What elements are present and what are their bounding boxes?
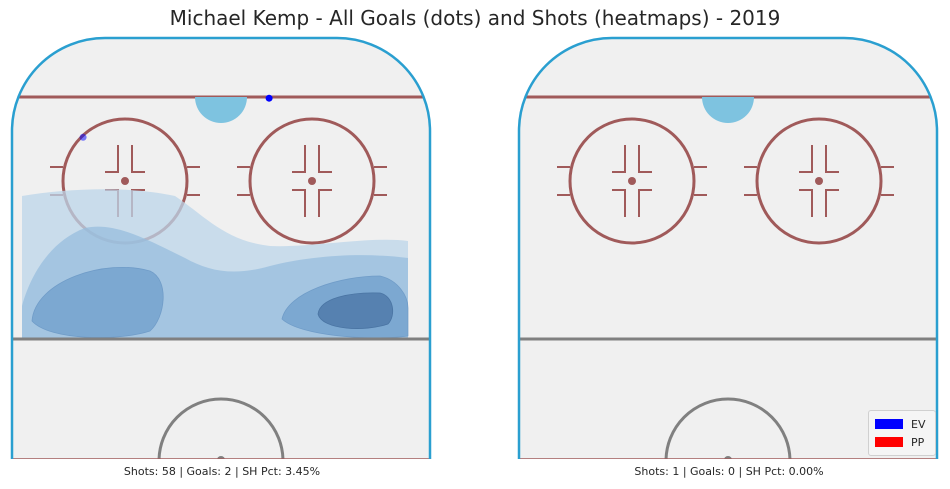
rink-boards	[517, 36, 939, 459]
faceoff-circle-left	[557, 117, 707, 245]
faceoff-circle-right	[744, 117, 894, 245]
caption-left: Shots: 58 | Goals: 2 | SH Pct: 3.45%	[123, 465, 321, 478]
ice-surface	[519, 38, 937, 459]
legend-swatch-ev	[875, 419, 903, 429]
heatmap-level-3	[31, 267, 409, 339]
faceoff-circle-right	[237, 117, 387, 245]
legend-item-pp: PP	[875, 435, 924, 449]
rink-left	[10, 36, 432, 459]
center-dot	[217, 456, 225, 459]
rink-right	[517, 36, 939, 459]
goal-markers	[79, 94, 273, 141]
legend: EV PP	[868, 410, 936, 456]
center-circle	[664, 397, 792, 459]
legend-label-ev: EV	[911, 417, 926, 431]
goal-point-ev	[265, 94, 273, 102]
goal-point-ev	[79, 133, 87, 141]
legend-swatch-pp	[875, 437, 903, 447]
center-dot	[724, 456, 732, 459]
chart-title: Michael Kemp - All Goals (dots) and Shot…	[169, 6, 781, 30]
goal-crease	[195, 97, 247, 123]
caption-right: Shots: 1 | Goals: 0 | SH Pct: 0.00%	[634, 465, 824, 478]
legend-label-pp: PP	[911, 435, 925, 449]
center-circle	[157, 397, 285, 459]
legend-item-ev: EV	[875, 417, 925, 431]
rink-boards	[10, 36, 432, 459]
heatmap-level-4	[317, 292, 394, 329]
goal-crease	[702, 97, 754, 123]
